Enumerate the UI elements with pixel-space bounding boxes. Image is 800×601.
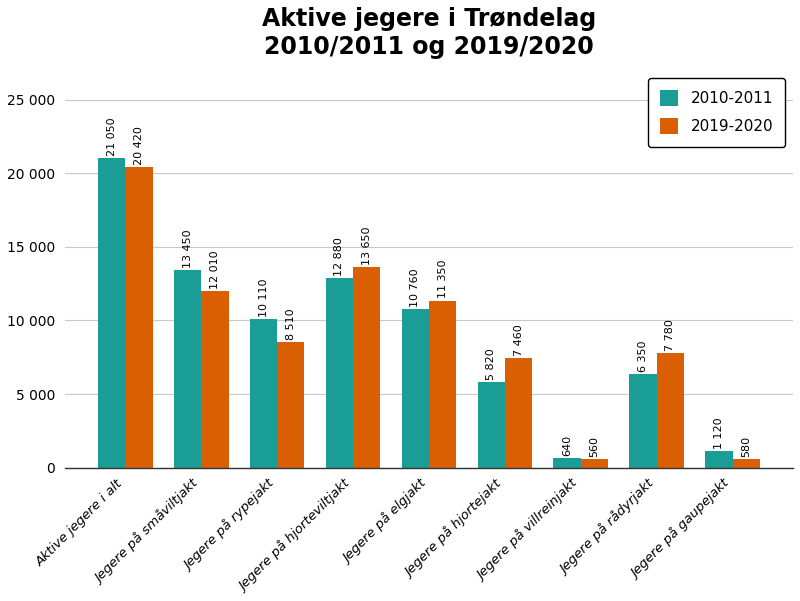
Bar — [98, 158, 126, 468]
Bar — [657, 353, 684, 468]
Text: 7 460: 7 460 — [514, 324, 523, 356]
Text: 13 650: 13 650 — [362, 226, 372, 264]
Bar — [706, 451, 733, 468]
Bar — [326, 278, 353, 468]
Bar — [353, 267, 381, 468]
Bar — [126, 167, 153, 468]
Title: Aktive jegere i Trøndelag
2010/2011 og 2019/2020: Aktive jegere i Trøndelag 2010/2011 og 2… — [262, 7, 596, 59]
Bar — [733, 459, 760, 468]
Text: 640: 640 — [562, 435, 572, 456]
Bar — [402, 310, 429, 468]
Bar — [429, 300, 456, 468]
Text: 560: 560 — [590, 436, 599, 457]
Bar — [174, 270, 202, 468]
Text: 20 420: 20 420 — [134, 126, 144, 165]
Text: 21 050: 21 050 — [106, 117, 117, 156]
Text: 10 110: 10 110 — [258, 278, 269, 317]
Legend: 2010-2011, 2019-2020: 2010-2011, 2019-2020 — [648, 78, 786, 147]
Bar — [202, 291, 229, 468]
Bar — [505, 358, 532, 468]
Bar — [250, 319, 277, 468]
Text: 1 120: 1 120 — [714, 417, 724, 449]
Text: 11 350: 11 350 — [438, 260, 448, 299]
Text: 5 820: 5 820 — [486, 348, 496, 380]
Bar — [630, 374, 657, 468]
Text: 8 510: 8 510 — [286, 308, 296, 340]
Text: 13 450: 13 450 — [182, 229, 193, 267]
Bar — [554, 458, 581, 468]
Text: 580: 580 — [742, 436, 751, 457]
Text: 12 010: 12 010 — [210, 250, 220, 288]
Text: 12 880: 12 880 — [334, 237, 345, 276]
Text: 10 760: 10 760 — [410, 269, 420, 307]
Text: 6 350: 6 350 — [638, 341, 648, 372]
Bar — [581, 459, 608, 468]
Text: 7 780: 7 780 — [666, 319, 675, 351]
Bar — [277, 343, 305, 468]
Bar — [478, 382, 505, 468]
